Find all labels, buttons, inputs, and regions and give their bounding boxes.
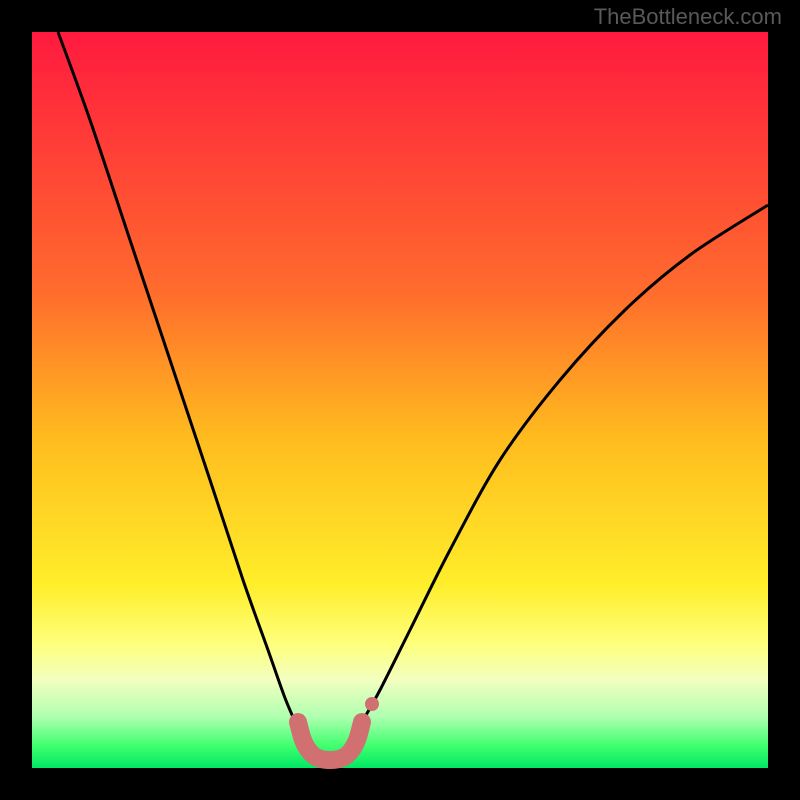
watermark-text: TheBottleneck.com (594, 4, 782, 30)
valley-u-segment (298, 722, 362, 760)
right-ascending-curve (362, 205, 768, 722)
left-descending-curve (58, 32, 297, 726)
chart-container: TheBottleneck.com (0, 0, 800, 800)
curve-layer (0, 0, 800, 800)
valley-dot-marker (365, 697, 379, 711)
